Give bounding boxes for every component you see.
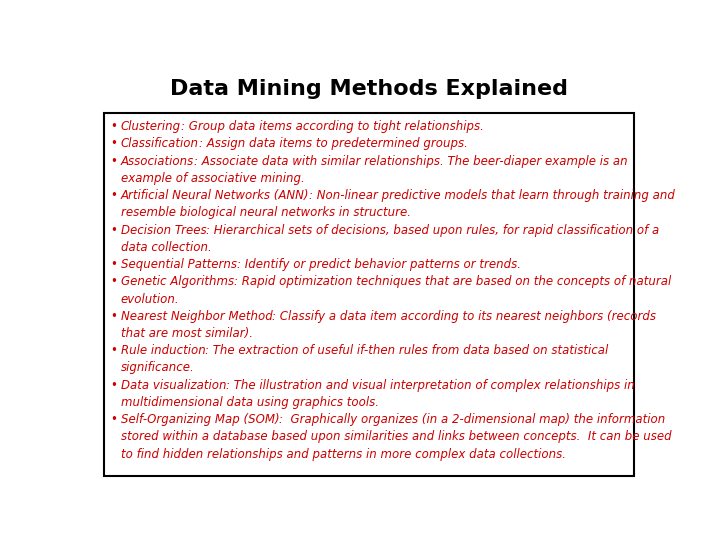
Text: Data Mining Methods Explained: Data Mining Methods Explained (170, 79, 568, 99)
Text: Classification: Classification (121, 137, 199, 150)
Text: : Rapid optimization techniques that are based on the concepts of natural: : Rapid optimization techniques that are… (234, 275, 671, 288)
Text: Sequential Patterns: Sequential Patterns (121, 258, 237, 271)
Text: significance.: significance. (121, 361, 194, 374)
Text: to find hidden relationships and patterns in more complex data collections.: to find hidden relationships and pattern… (121, 448, 566, 461)
Text: Data visualization: Data visualization (121, 379, 226, 392)
Text: multidimensional data using graphics tools.: multidimensional data using graphics too… (121, 396, 379, 409)
Text: •: • (111, 344, 117, 357)
Text: that are most similar).: that are most similar). (121, 327, 253, 340)
Text: : Assign data items to predetermined groups.: : Assign data items to predetermined gro… (199, 137, 467, 150)
Text: Nearest Neighbor Method: Nearest Neighbor Method (121, 310, 272, 323)
Text: : The illustration and visual interpretation of complex relationships in: : The illustration and visual interpreta… (226, 379, 635, 392)
Text: Self-Organizing Map (SOM): Self-Organizing Map (SOM) (121, 413, 279, 426)
Text: •: • (111, 154, 117, 167)
Text: Rule induction: Rule induction (121, 344, 205, 357)
Text: :  Graphically organizes (in a 2-dimensional map) the information: : Graphically organizes (in a 2-dimensio… (279, 413, 665, 426)
Text: resemble biological neural networks in structure.: resemble biological neural networks in s… (121, 206, 410, 219)
Text: •: • (111, 413, 117, 426)
Text: •: • (111, 275, 117, 288)
Text: Associations: Associations (121, 154, 194, 167)
Text: : Identify or predict behavior patterns or trends.: : Identify or predict behavior patterns … (237, 258, 521, 271)
Text: •: • (111, 224, 117, 237)
Text: : Non-linear predictive models that learn through training and: : Non-linear predictive models that lear… (309, 189, 675, 202)
Text: : The extraction of useful if-then rules from data based on statistical: : The extraction of useful if-then rules… (205, 344, 608, 357)
Text: data collection.: data collection. (121, 241, 212, 254)
Text: example of associative mining.: example of associative mining. (121, 172, 305, 185)
Text: •: • (111, 120, 117, 133)
FancyBboxPatch shape (104, 113, 634, 476)
Text: Artificial Neural Networks (ANN): Artificial Neural Networks (ANN) (121, 189, 309, 202)
Text: Genetic Algorithms: Genetic Algorithms (121, 275, 234, 288)
Text: : Classify a data item according to its nearest neighbors (records: : Classify a data item according to its … (272, 310, 657, 323)
Text: •: • (111, 137, 117, 150)
Text: •: • (111, 310, 117, 323)
Text: : Group data items according to tight relationships.: : Group data items according to tight re… (181, 120, 484, 133)
Text: Decision Trees: Decision Trees (121, 224, 207, 237)
Text: •: • (111, 189, 117, 202)
Text: : Associate data with similar relationships. The beer-diaper example is an: : Associate data with similar relationsh… (194, 154, 628, 167)
Text: : Hierarchical sets of decisions, based upon rules, for rapid classification of : : Hierarchical sets of decisions, based … (207, 224, 660, 237)
Text: stored within a database based upon similarities and links between concepts.  It: stored within a database based upon simi… (121, 430, 671, 443)
Text: •: • (111, 379, 117, 392)
Text: evolution.: evolution. (121, 293, 179, 306)
Text: •: • (111, 258, 117, 271)
Text: Clustering: Clustering (121, 120, 181, 133)
